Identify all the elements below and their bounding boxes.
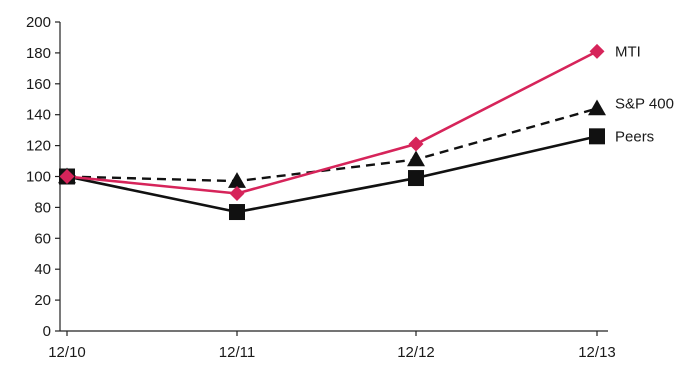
data-point-mti [408, 136, 424, 152]
data-point-s-p-400 [228, 172, 246, 188]
data-point-mti [59, 169, 75, 184]
axes: 0 20 40 60 80 100 120 140 160 180 200 12/10 12/11 12/… [26, 14, 616, 361]
y-tick-label: 200 [26, 14, 51, 31]
data-point-peers [229, 204, 245, 221]
x-tick-label: 12/12 [397, 344, 435, 361]
x-tick-label: 12/13 [578, 344, 616, 361]
y-tick-label: 180 [26, 45, 51, 62]
y-tick-label: 80 [34, 199, 51, 216]
series-line-s-p-400 [66, 107, 598, 183]
y-tick-label: 40 [34, 261, 51, 278]
series-line-peers [66, 135, 598, 214]
legend-label-s-p-400: S&P 400 [615, 96, 674, 113]
data-point-mti [589, 43, 605, 59]
legend-label-peers: Peers [615, 128, 654, 145]
data-point-s-p-400 [588, 99, 606, 116]
y-tick-label: 140 [26, 107, 51, 124]
y-tick-label: 120 [26, 138, 51, 155]
data-point-peers [408, 170, 424, 187]
data-point-peers [589, 128, 605, 145]
legend: MTI S&P 400 Peers [615, 43, 674, 145]
y-tick-label: 20 [34, 292, 51, 309]
series-layer [58, 43, 606, 221]
y-tick-label: 160 [26, 76, 51, 93]
y-tick-label: 100 [26, 169, 51, 186]
data-point-mti [229, 185, 245, 201]
x-tick-label: 12/11 [219, 344, 255, 361]
y-tick-label: 60 [34, 230, 51, 247]
series-line-mti [66, 50, 598, 195]
y-tick-label: 0 [43, 323, 51, 340]
x-tick-label: 12/10 [48, 344, 86, 361]
data-point-s-p-400 [407, 150, 425, 167]
legend-label-mti: MTI [615, 43, 641, 60]
